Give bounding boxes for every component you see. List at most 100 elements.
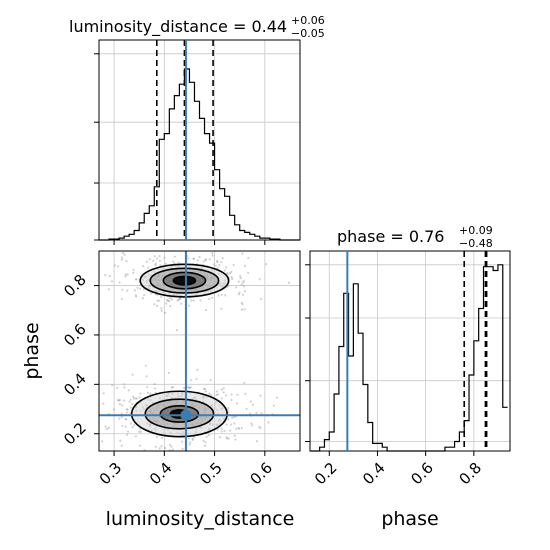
sample-point [232, 416, 236, 419]
sample-point [220, 427, 223, 430]
sample-point [120, 258, 124, 261]
sample-point [238, 427, 241, 430]
sample-point [216, 393, 220, 396]
contour-ring [130, 390, 228, 438]
sample-point [204, 258, 207, 261]
sample-point [231, 277, 234, 281]
sample-point [210, 394, 213, 397]
sample-point [188, 386, 191, 389]
sample-point [189, 441, 192, 444]
sample-point [144, 364, 148, 367]
sample-point [125, 418, 128, 421]
sample-point [180, 302, 183, 305]
sample-point [214, 264, 217, 267]
sample-point [120, 444, 123, 447]
sample-point [204, 387, 207, 391]
sample-point [127, 389, 130, 392]
sample-point [170, 386, 173, 389]
quantile-lines [463, 251, 488, 451]
sample-point [104, 425, 107, 428]
sample-point [163, 256, 166, 259]
sample-point [216, 428, 219, 431]
sample-point [102, 392, 105, 395]
sample-point [243, 308, 246, 311]
y-axis-label-phase: phase [21, 322, 43, 379]
sample-point [136, 286, 139, 289]
sample-point [123, 386, 126, 389]
x-tick-label: 0.6 [246, 459, 276, 489]
sample-point [233, 434, 236, 437]
sample-point [202, 439, 205, 442]
sample-point [170, 445, 173, 448]
sample-point [191, 437, 194, 440]
sample-point [218, 436, 222, 439]
sample-point [116, 399, 120, 402]
sample-point [230, 270, 233, 273]
y-tick-label: 0.8 [60, 271, 90, 301]
sample-point [188, 386, 191, 390]
sample-point [121, 404, 124, 407]
histogram-line [310, 264, 508, 452]
sample-point [251, 403, 254, 406]
quantile-lines [155, 40, 214, 240]
sample-point [118, 402, 122, 406]
sample-point [116, 265, 119, 268]
sample-point [212, 263, 215, 266]
sample-point [220, 307, 223, 310]
sample-point [110, 280, 114, 283]
sample-point [250, 422, 253, 425]
sample-point [154, 387, 157, 390]
sample-point [135, 397, 138, 400]
sample-point [134, 435, 137, 438]
contour-ring [162, 271, 207, 290]
sample-point [216, 261, 219, 264]
sample-point [145, 375, 148, 378]
sample-point [258, 425, 261, 429]
title-phase-lower: −0.48 [459, 237, 493, 250]
sample-point [164, 262, 167, 265]
contour-ring [149, 267, 220, 294]
panel-phase-hist: 0.2 0.4 0.6 0.8 phase = 0.76 +0.09 −0.48 ph… [305, 224, 511, 530]
sample-point [235, 286, 238, 289]
sample-point [186, 385, 190, 389]
y-tick-label: 0.2 [60, 419, 90, 449]
sample-point [135, 295, 138, 298]
sample-point [139, 430, 143, 433]
sample-point [124, 275, 127, 278]
sample-point [124, 418, 127, 421]
sample-point [118, 417, 121, 420]
sample-point [267, 421, 270, 424]
sample-point [125, 411, 128, 414]
sample-point [246, 271, 250, 274]
sample-point [170, 298, 174, 301]
sample-point [168, 300, 171, 303]
sample-point [229, 423, 233, 426]
sample-point [173, 255, 176, 258]
sample-point [237, 280, 240, 283]
sample-point [211, 252, 214, 255]
sample-point [165, 302, 168, 305]
sample-point [226, 272, 230, 275]
sample-point [145, 260, 149, 263]
sample-point [139, 287, 142, 290]
sample-point [111, 383, 114, 387]
sample-point [218, 264, 221, 267]
sample-point [238, 291, 241, 294]
sample-point [141, 297, 145, 300]
histogram-step [99, 68, 300, 241]
sample-point [240, 426, 243, 430]
panel-joint-contour: 0.3 0.4 0.5 0.6 0.2 0.4 0.6 0.8 luminosity_dis… [21, 250, 301, 530]
sample-point [226, 272, 229, 275]
y-tick-label: 0.6 [60, 320, 90, 350]
sample-point [265, 263, 268, 266]
sample-point [138, 430, 141, 433]
sample-point [132, 397, 136, 400]
sample-point [190, 379, 193, 382]
y-tick-labels: 0.2 0.4 0.6 0.8 [60, 271, 90, 449]
title-phase: phase = 0.76 [337, 227, 444, 246]
sample-point [138, 396, 141, 399]
sample-point [133, 289, 137, 292]
sample-point [239, 275, 242, 278]
tick-marks [94, 285, 266, 456]
sample-point [102, 402, 105, 405]
